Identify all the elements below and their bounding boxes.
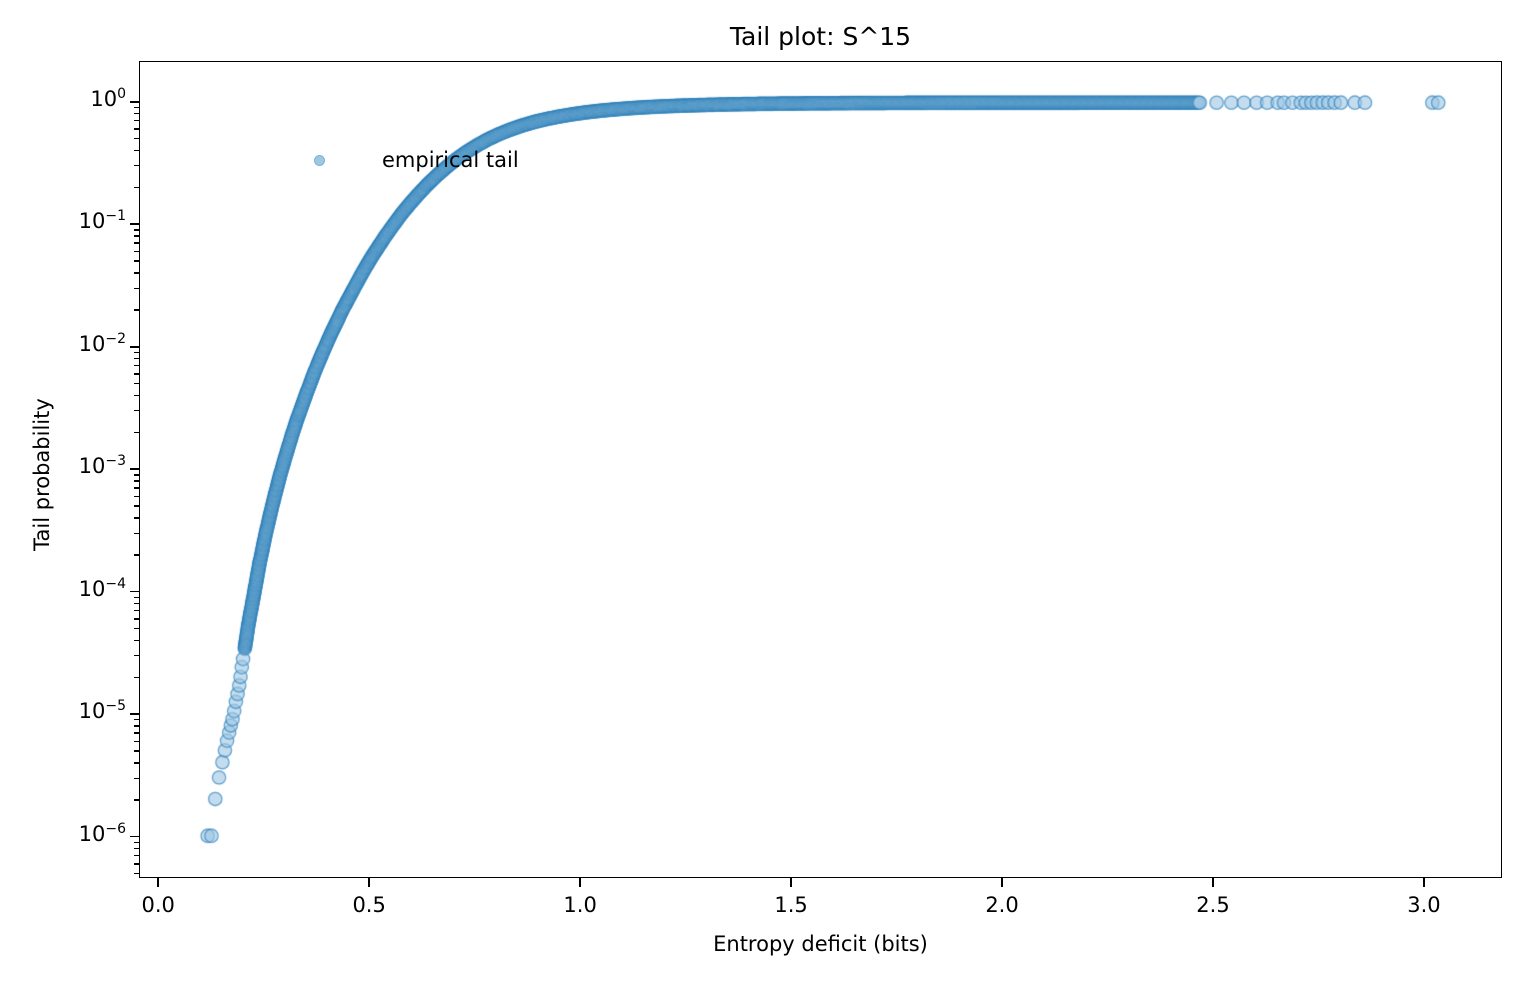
y-tick-minor	[134, 596, 139, 598]
y-tick-major	[130, 345, 139, 348]
y-tick-minor	[134, 655, 139, 657]
y-tick-minor	[134, 229, 139, 231]
x-axis-label: Entropy deficit (bits)	[713, 932, 928, 956]
y-tick-minor	[134, 287, 139, 289]
y-tick-minor	[134, 618, 139, 620]
y-tick-minor	[134, 149, 139, 152]
y-tick-minor	[134, 517, 139, 519]
y-tick-minor	[134, 474, 139, 476]
y-tick-minor	[134, 676, 139, 678]
y-tick-minor	[134, 242, 139, 244]
x-tick-major	[368, 878, 370, 887]
y-tick-minor	[134, 750, 139, 752]
x-tick-label: 1.5	[774, 893, 808, 917]
y-tick-minor	[134, 847, 139, 850]
y-tick-minor	[134, 725, 139, 727]
y-tick-minor	[134, 609, 139, 612]
y-tick-major	[130, 223, 139, 225]
y-tick-minor	[134, 740, 139, 743]
y-tick-minor	[134, 165, 139, 167]
y-tick-minor	[134, 351, 139, 353]
y-axis-label: Tail probability	[30, 398, 54, 551]
y-tick-major	[130, 100, 139, 103]
y-tick-minor	[134, 357, 139, 360]
chart-title: Tail plot: S^15	[729, 22, 912, 51]
x-tick-label: 3.0	[1407, 893, 1441, 917]
y-tick-major	[130, 468, 139, 470]
y-tick-minor	[134, 309, 139, 311]
y-tick-minor	[134, 480, 139, 482]
y-tick-label: 100	[90, 85, 126, 111]
y-tick-minor	[134, 106, 139, 109]
y-tick-minor	[134, 112, 139, 115]
y-tick-minor	[134, 872, 139, 875]
y-tick-minor	[134, 272, 139, 274]
plot-area: empirical tail	[139, 61, 1502, 878]
y-tick-minor	[134, 841, 139, 843]
y-tick-label: 10−4	[78, 575, 126, 601]
y-tick-minor	[134, 250, 139, 253]
x-tick-major	[157, 878, 159, 887]
y-tick-minor	[134, 137, 139, 140]
x-tick-major	[1212, 878, 1214, 887]
y-tick-minor	[134, 505, 139, 507]
y-tick-minor	[134, 186, 139, 189]
y-tick-minor	[134, 732, 139, 734]
y-tick-minor	[134, 364, 139, 367]
legend-marker-wrapper	[306, 154, 382, 166]
x-tick-major	[1423, 878, 1425, 887]
y-tick-minor	[134, 532, 139, 534]
y-tick-minor	[134, 119, 139, 122]
x-tick-major	[1001, 878, 1003, 887]
y-tick-minor	[134, 762, 139, 764]
y-tick-minor	[134, 854, 139, 857]
legend: empirical tail	[306, 145, 519, 175]
y-tick-minor	[134, 235, 139, 237]
y-tick-minor	[134, 495, 139, 498]
x-tick-label: 2.0	[985, 893, 1019, 917]
x-tick-label: 2.5	[1196, 893, 1230, 917]
legend-marker-circle-icon	[314, 154, 325, 166]
x-tick-label: 0.0	[141, 893, 175, 917]
y-tick-label: 10−2	[78, 330, 126, 356]
x-tick-major	[579, 878, 581, 887]
y-tick-minor	[134, 777, 139, 779]
y-tick-minor	[134, 719, 139, 721]
y-tick-major	[130, 835, 139, 838]
y-tick-minor	[134, 602, 139, 605]
x-tick-label: 1.0	[563, 893, 597, 917]
y-tick-minor	[134, 639, 139, 642]
y-tick-label: 10−3	[78, 453, 126, 479]
y-tick-label: 10−5	[78, 698, 126, 724]
y-tick-major	[130, 590, 139, 593]
y-tick-minor	[134, 799, 139, 801]
x-tick-label: 0.5	[352, 893, 386, 917]
legend-label-empirical-tail: empirical tail	[382, 147, 519, 172]
y-tick-label: 10−6	[78, 820, 126, 846]
y-tick-minor	[134, 128, 139, 130]
y-tick-minor	[134, 382, 139, 385]
y-tick-major	[130, 713, 139, 715]
y-tick-minor	[134, 627, 139, 630]
y-tick-minor	[134, 394, 139, 397]
y-tick-minor	[134, 554, 139, 556]
y-tick-minor	[134, 431, 139, 434]
y-tick-minor	[134, 487, 139, 489]
scatter-plot-canvas	[140, 62, 1501, 877]
y-tick-minor	[134, 373, 139, 375]
y-tick-minor	[134, 863, 139, 865]
x-tick-major	[790, 878, 792, 887]
y-tick-minor	[134, 260, 139, 262]
y-tick-minor	[134, 410, 139, 412]
y-tick-label: 10−1	[78, 208, 126, 234]
